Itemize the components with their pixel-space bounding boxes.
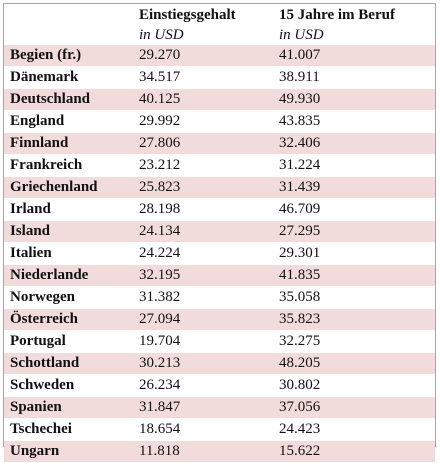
senior-salary-cell: 30.802: [273, 374, 435, 397]
senior-salary-cell: 48.205: [273, 352, 435, 375]
country-cell: Island: [4, 220, 133, 243]
column-header: Einstiegsgehalt: [139, 6, 236, 23]
data-row: Begien (fr.) 29.270 41.007: [4, 45, 435, 67]
table-frame: Einstiegsgehalt 15 Jahre im Beruf in USD…: [3, 3, 436, 463]
data-row: Frankreich 23.212 31.224: [4, 154, 435, 177]
entry-salary-cell: 34.517: [133, 66, 273, 89]
entry-salary-cell: 30.213: [133, 352, 273, 375]
country-cell: Schweden: [4, 374, 133, 397]
senior-salary-cell: 32.406: [273, 132, 435, 155]
senior-salary-cell: 31.439: [273, 176, 435, 199]
data-row: Österreich 27.094 35.823: [4, 308, 435, 331]
country-cell: Niederlande: [4, 264, 133, 287]
senior-salary-cell: 27.295: [273, 220, 435, 243]
country-cell: Schottland: [4, 352, 133, 375]
entry-salary-cell: 23.212: [133, 154, 273, 177]
senior-salary-cell: 35.823: [273, 308, 435, 331]
senior-salary-cell: 32.275: [273, 330, 435, 353]
country-cell: Österreich: [4, 308, 133, 331]
senior-salary-cell: 43.835: [273, 110, 435, 133]
entry-salary-cell: 31.382: [133, 286, 273, 309]
salary-table: Einstiegsgehalt 15 Jahre im Beruf in USD…: [4, 4, 435, 463]
page: Einstiegsgehalt 15 Jahre im Beruf in USD…: [3, 3, 436, 463]
senior-salary-cell: 49.930: [273, 88, 435, 111]
entry-salary-cell: 29.992: [133, 110, 273, 133]
entry-salary-cell: 31.847: [133, 396, 273, 419]
data-row: Schottland 30.213 48.205: [4, 352, 435, 375]
senior-salary-cell: 37.056: [273, 396, 435, 419]
country-cell: Dänemark: [4, 66, 133, 89]
corner-cell: [4, 4, 133, 26]
senior-salary-cell: 41.835: [273, 264, 435, 287]
country-cell: Italien: [4, 242, 133, 265]
entry-salary-cell: 32.195: [133, 264, 273, 287]
data-row: Deutschland 40.125 49.930: [4, 88, 435, 111]
header-row: Einstiegsgehalt 15 Jahre im Beruf: [4, 4, 435, 26]
country-cell: Begien (fr.): [4, 45, 133, 67]
data-row: Schweden 26.234 30.802: [4, 374, 435, 397]
column-header: 15 Jahre im Beruf: [279, 6, 395, 23]
unit-row: in USD in USD: [4, 26, 435, 45]
table-body: Einstiegsgehalt 15 Jahre im Beruf in USD…: [4, 4, 435, 463]
data-row: Finnland 27.806 32.406: [4, 132, 435, 155]
country-cell: Frankreich: [4, 154, 133, 177]
corner-cell: [4, 26, 133, 45]
entry-salary-cell: 19.704: [133, 330, 273, 353]
data-row: Portugal 19.704 32.275: [4, 330, 435, 353]
country-cell: Spanien: [4, 396, 133, 419]
unit-label: in USD: [279, 27, 324, 43]
country-cell: Finnland: [4, 132, 133, 155]
senior-salary-cell: 41.007: [273, 45, 435, 67]
country-cell: Portugal: [4, 330, 133, 353]
senior-salary-cell: 29.301: [273, 242, 435, 265]
country-cell: Griechenland: [4, 176, 133, 199]
data-row: England 29.992 43.835: [4, 110, 435, 133]
data-row: Niederlande 32.195 41.835: [4, 264, 435, 287]
senior-salary-cell: 38.911: [273, 66, 435, 89]
country-cell: Deutschland: [4, 88, 133, 111]
entry-salary-cell: 24.134: [133, 220, 273, 243]
country-cell: Norwegen: [4, 286, 133, 309]
data-row: Irland 28.198 46.709: [4, 198, 435, 221]
entry-salary-cell: 18.654: [133, 418, 273, 441]
entry-salary-cell: 24.224: [133, 242, 273, 265]
data-row: Tschechei 18.654 24.423: [4, 418, 435, 441]
entry-salary-cell: 25.823: [133, 176, 273, 199]
data-row: Italien 24.224 29.301: [4, 242, 435, 265]
entry-salary-cell: 11.818: [133, 440, 273, 463]
entry-salary-cell: 27.094: [133, 308, 273, 331]
entry-salary-cell: 27.806: [133, 132, 273, 155]
entry-salary-cell: 40.125: [133, 88, 273, 111]
data-row: Norwegen 31.382 35.058: [4, 286, 435, 309]
data-row: Island 24.134 27.295: [4, 220, 435, 243]
senior-salary-cell: 24.423: [273, 418, 435, 441]
data-row: Griechenland 25.823 31.439: [4, 176, 435, 199]
data-row: Ungarn 11.818 15.622: [4, 440, 435, 463]
senior-salary-cell: 31.224: [273, 154, 435, 177]
country-cell: England: [4, 110, 133, 133]
data-row: Spanien 31.847 37.056: [4, 396, 435, 419]
data-row: Dänemark 34.517 38.911: [4, 66, 435, 89]
senior-salary-cell: 15.622: [273, 440, 435, 463]
entry-salary-cell: 29.270: [133, 45, 273, 67]
senior-salary-cell: 35.058: [273, 286, 435, 309]
entry-salary-cell: 28.198: [133, 198, 273, 221]
senior-salary-cell: 46.709: [273, 198, 435, 221]
country-cell: Irland: [4, 198, 133, 221]
country-cell: Ungarn: [4, 440, 133, 463]
unit-label: in USD: [139, 27, 184, 43]
entry-salary-cell: 26.234: [133, 374, 273, 397]
country-cell: Tschechei: [4, 418, 133, 441]
